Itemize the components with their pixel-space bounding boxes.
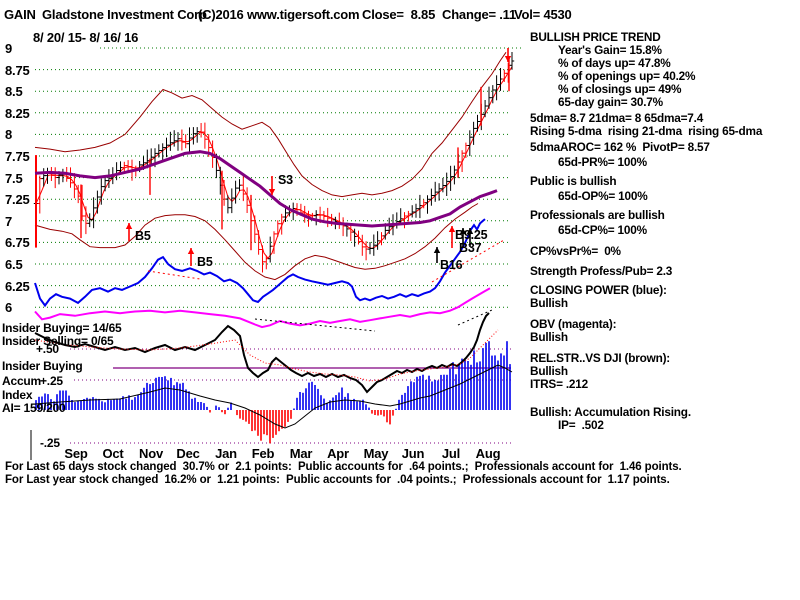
relative-strength-line: [34, 312, 490, 394]
obv-line: [34, 287, 491, 329]
lower-band-line: [34, 203, 479, 281]
right-panel-line: Strength Profess/Pub= 2.3: [530, 264, 673, 278]
right-panel-line: CP%vsPr%= 0%: [530, 244, 621, 258]
price-tick-label: 6.25: [5, 278, 30, 294]
trendline-dotted: [147, 270, 201, 280]
month-label: Mar: [289, 446, 313, 461]
up-arrow-icon: [448, 226, 456, 232]
volume-value: Vol= 4530: [514, 7, 572, 22]
right-panel-line: Rising 5-dma rising 21-dma rising 65-dma: [530, 124, 763, 138]
right-panel-line: Bullish: [530, 330, 568, 344]
footer-line-1: For Last 65 days stock changed 30.7% or …: [5, 461, 682, 473]
signal-label: B5: [135, 229, 151, 243]
right-panel-line: 65d-OP%= 100%: [558, 189, 648, 203]
month-label: Sep: [64, 446, 88, 461]
closing-power-line: [34, 218, 486, 308]
up-arrow-icon: [459, 228, 467, 234]
signal-label: B37: [459, 241, 482, 255]
copyright-text: (C)2016 www.tigersoft.com: [198, 7, 360, 22]
right-panel-line: Bullish: [530, 364, 568, 378]
month-label: Oct: [102, 446, 124, 461]
indicator-label: Insider Buying= 14/65: [2, 321, 122, 335]
price-tick-label: 6: [5, 300, 13, 316]
signal-label: B9.25: [455, 228, 488, 242]
indicator-label: Insider Selling= 0/65: [2, 334, 114, 348]
right-panel-line: 65-day gain= 30.7%: [558, 95, 663, 109]
right-panel-line: BULLISH PRICE TREND: [530, 30, 661, 44]
right-panel-line: % of closings up= 49%: [558, 82, 682, 96]
right-panel-line: Year's Gain= 15.8%: [558, 43, 662, 57]
month-label: Feb: [251, 446, 275, 461]
price-tick-label: 6.75: [5, 235, 30, 251]
date-range: 8/ 20/ 15- 8/ 16/ 16: [33, 30, 139, 45]
price-tick-label: 7: [5, 213, 13, 229]
right-panel-line: Bullish: [530, 296, 568, 310]
price-tick-label: 7.25: [5, 192, 30, 208]
price-tick-label: 7.5: [5, 170, 23, 186]
right-panel-line: 5dmaAROC= 162 % PivotP= 8.57: [530, 140, 710, 154]
indicator-label: -.25: [40, 436, 60, 450]
signal-label: B16: [440, 258, 463, 272]
right-panel-line: IP= .502: [558, 418, 604, 432]
right-panel-line: 65d-PR%= 100%: [558, 155, 647, 169]
indicator-label: Insider Buying: [2, 359, 83, 373]
price-tick-label: 9: [5, 41, 13, 56]
right-panel-line: ITRS= .212: [530, 377, 588, 391]
signal-label: B5: [197, 255, 213, 269]
company-name: Gladstone Investment Corp: [42, 7, 207, 22]
month-label: May: [363, 446, 389, 461]
right-panel-line: % of days up= 47.8%: [558, 56, 671, 70]
right-panel-line: Public is bullish: [530, 174, 617, 188]
right-panel-line: OBV (magenta):: [530, 317, 617, 331]
right-panel-line: 5dma= 8.7 21dma= 8 65dma=7.4: [530, 111, 704, 125]
down-arrow-icon: [268, 189, 276, 195]
up-arrow-icon: [187, 248, 195, 254]
right-panel-line: REL.STR..VS DJI (brown):: [530, 351, 671, 365]
price-tick-label: 8: [5, 127, 13, 143]
month-label: Dec: [176, 446, 200, 461]
trendline-dotted: [431, 239, 505, 283]
indicator-label: Accum: [2, 374, 42, 388]
indicator-label: Index: [2, 388, 33, 402]
ticker-symbol: GAIN: [4, 7, 36, 22]
signal-label: S3: [278, 173, 293, 187]
change-value: Change= .11: [442, 7, 517, 22]
indicator-label: AI= 159/200: [2, 401, 66, 415]
ma5-line: [35, 66, 513, 260]
up-arrow-icon: [125, 223, 133, 229]
footer-line-2: For Last year stock changed 16.2% or 1.2…: [5, 474, 670, 486]
price-chart: [30, 47, 523, 460]
month-label: Apr: [327, 446, 349, 461]
month-label: Jan: [215, 446, 237, 461]
right-panel-line: Bullish: Accumulation Rising.: [530, 405, 691, 419]
price-tick-label: 8.75: [5, 62, 30, 78]
up-arrow-icon: [466, 228, 474, 234]
price-tick-label: 8.5: [5, 84, 23, 100]
right-panel-line: % of openings up= 40.2%: [558, 69, 696, 83]
right-panel-line: Professionals are bullish: [530, 208, 665, 222]
indicator-label: +.50: [36, 342, 59, 356]
month-label: Jul: [441, 446, 461, 461]
trendline-dotted: [254, 318, 376, 332]
price-tick-label: 7.75: [5, 149, 30, 164]
relative-strength-ma-line: [34, 329, 499, 382]
right-panel-line: CLOSING POWER (blue):: [530, 283, 667, 297]
month-label: Jun: [401, 446, 425, 461]
ma21-line: [34, 150, 498, 228]
price-tick-label: 6.5: [5, 257, 23, 272]
indicator-label: +.25: [40, 374, 63, 388]
down-arrow-icon: [504, 56, 512, 62]
price-tick-label: 8.25: [5, 105, 30, 121]
close-value: Close= 8.85: [362, 7, 436, 22]
up-arrow-icon: [433, 247, 441, 253]
month-label: Aug: [475, 446, 501, 461]
trendline-dotted: [457, 309, 493, 326]
month-label: Nov: [139, 446, 163, 461]
right-panel-line: 65d-CP%= 100%: [558, 223, 647, 237]
accum-index-ma-line: [34, 364, 513, 429]
upper-band-line: [34, 52, 507, 198]
